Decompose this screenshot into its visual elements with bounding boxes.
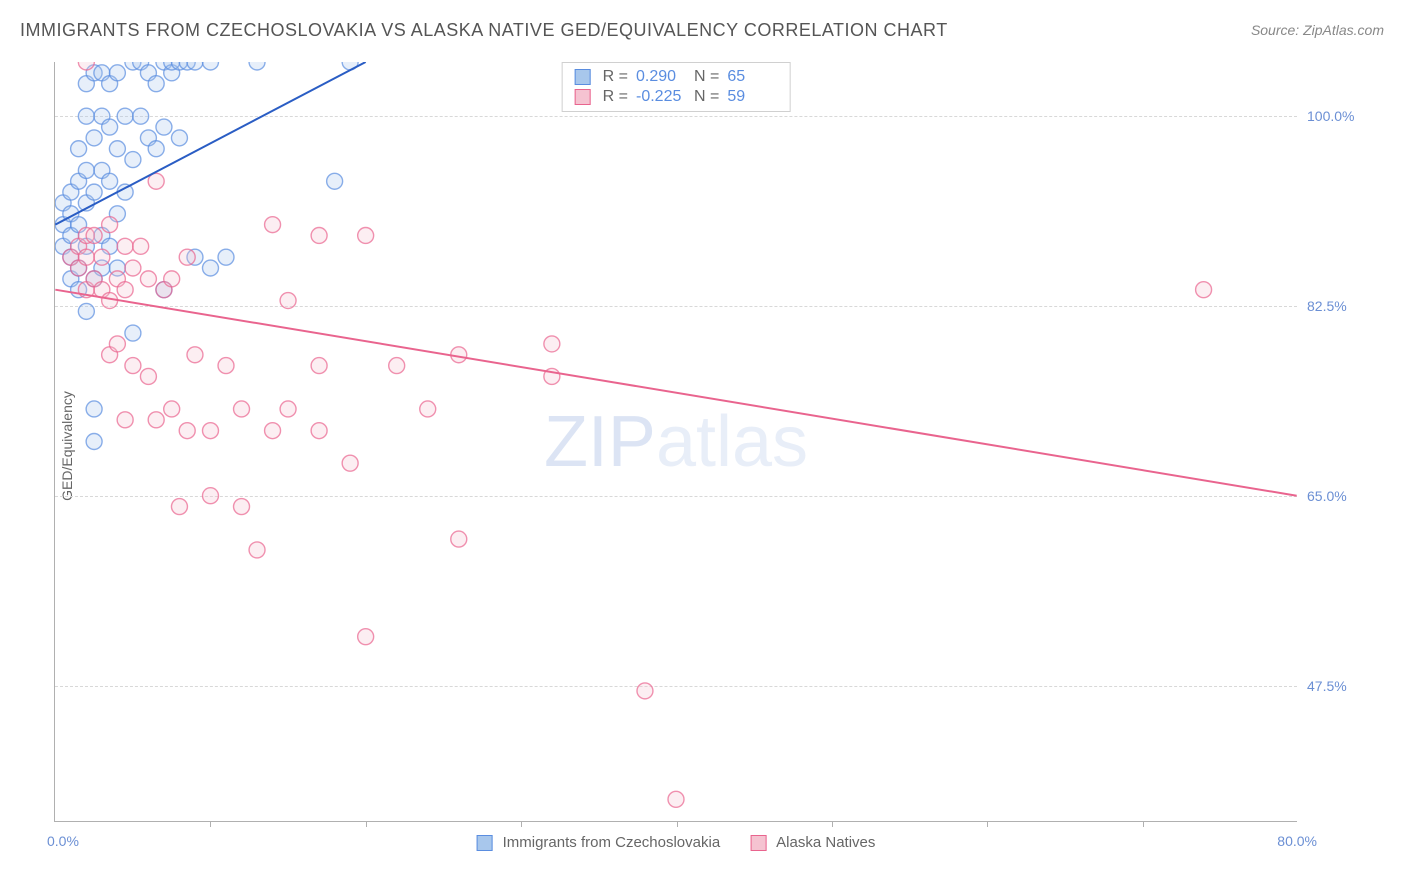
x-tick bbox=[521, 821, 522, 827]
x-tick bbox=[1143, 821, 1144, 827]
legend-label-1: Immigrants from Czechoslovakia bbox=[503, 834, 721, 851]
r-label: R = bbox=[603, 88, 628, 106]
scatter-plot bbox=[55, 62, 1297, 821]
n-value-1: 65 bbox=[727, 68, 777, 86]
swatch-series1-icon bbox=[575, 69, 591, 85]
chart-area: ZIPatlas R = 0.290 N = 65 R = -0.225 N =… bbox=[54, 62, 1297, 822]
r-label: R = bbox=[603, 68, 628, 86]
swatch-series1-icon bbox=[477, 835, 493, 851]
legend-series: Immigrants from Czechoslovakia Alaska Na… bbox=[477, 834, 876, 851]
swatch-series2-icon bbox=[750, 835, 766, 851]
y-tick-label: 82.5% bbox=[1307, 298, 1367, 314]
legend-item-2: Alaska Natives bbox=[750, 834, 875, 851]
y-tick-label: 100.0% bbox=[1307, 108, 1367, 124]
r-value-1: 0.290 bbox=[636, 68, 686, 86]
x-tick bbox=[366, 821, 367, 827]
legend-row-series2: R = -0.225 N = 59 bbox=[575, 87, 778, 107]
legend-item-1: Immigrants from Czechoslovakia bbox=[477, 834, 721, 851]
x-tick bbox=[677, 821, 678, 827]
swatch-series2-icon bbox=[575, 89, 591, 105]
legend-stats: R = 0.290 N = 65 R = -0.225 N = 59 bbox=[562, 62, 791, 112]
x-tick bbox=[987, 821, 988, 827]
source-label: Source: ZipAtlas.com bbox=[1251, 22, 1384, 38]
n-label: N = bbox=[694, 68, 719, 86]
x-axis-max-label: 80.0% bbox=[1277, 833, 1317, 849]
x-axis-min-label: 0.0% bbox=[47, 833, 79, 849]
n-label: N = bbox=[694, 88, 719, 106]
r-value-2: -0.225 bbox=[636, 88, 686, 106]
legend-label-2: Alaska Natives bbox=[776, 834, 875, 851]
chart-title: IMMIGRANTS FROM CZECHOSLOVAKIA VS ALASKA… bbox=[20, 20, 948, 41]
y-tick-label: 65.0% bbox=[1307, 488, 1367, 504]
n-value-2: 59 bbox=[727, 88, 777, 106]
x-tick bbox=[210, 821, 211, 827]
x-tick bbox=[832, 821, 833, 827]
y-tick-label: 47.5% bbox=[1307, 678, 1367, 694]
legend-row-series1: R = 0.290 N = 65 bbox=[575, 67, 778, 87]
